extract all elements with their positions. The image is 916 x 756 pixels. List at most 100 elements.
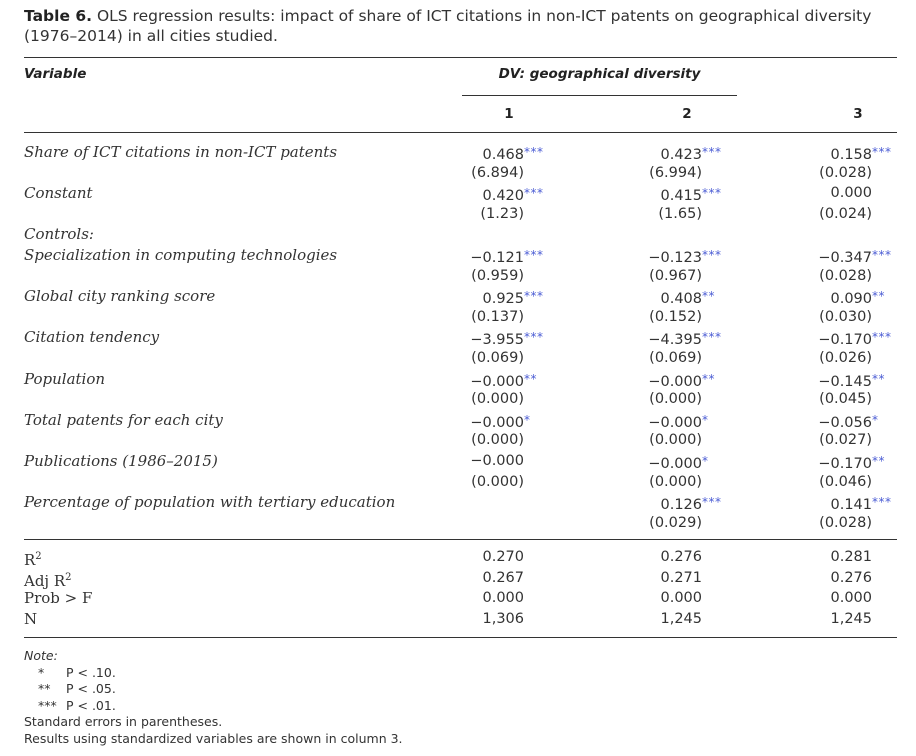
standard-error-cell: (0.000) [471, 391, 524, 408]
significance-text: P < .01. [66, 697, 116, 713]
standard-error-cell: (1.65) [658, 205, 702, 222]
standard-error-cell: (0.028) [819, 267, 872, 284]
row-label: Specialization in computing technologies [24, 246, 338, 264]
standard-error-cell: (0.000) [471, 473, 524, 490]
coefficient-cell: −0.123*** [648, 245, 728, 268]
stat-label-text: Adj R [24, 571, 66, 590]
standard-error-cell: (0.069) [649, 350, 702, 366]
significance-stars: *** [872, 248, 892, 262]
stat-label: Adj R2 [24, 568, 72, 591]
stat-label-text: Prob > F [24, 589, 93, 608]
stat-label-text: N [24, 609, 38, 628]
coefficient-value: −0.000 [648, 456, 702, 472]
significance-stars: *** [702, 145, 722, 159]
significance-stars: *** [524, 248, 544, 262]
row-label: Percentage of population with tertiary e… [24, 493, 396, 512]
standard-error-cell: (0.000) [649, 473, 702, 490]
standard-error-cell: (6.894) [471, 164, 524, 181]
row-label: Total patents for each city [24, 410, 223, 429]
coefficient-value: 0.415 [660, 188, 702, 205]
significance-stars: *** [872, 495, 892, 510]
coefficient-value: −0.056 [818, 414, 872, 431]
coefficient-value: −3.955 [470, 332, 524, 349]
coefficient-cell: −0.000* [648, 410, 728, 433]
standard-error-cell: (0.967) [649, 267, 702, 284]
stat-value-cell: 0.271 [660, 569, 702, 586]
stat-value-cell: 0.276 [830, 569, 872, 586]
standard-error-cell: (0.000) [649, 432, 702, 449]
significance-stars: *** [524, 186, 544, 201]
significance-stars: * [524, 412, 531, 427]
stat-value-cell: 0.000 [660, 590, 702, 607]
note-title: Note: [24, 648, 58, 663]
stat-value-cell: 0.000 [830, 590, 872, 607]
coefficient-cell: 0.420*** [482, 183, 550, 206]
coefficient-cell: −0.121*** [470, 245, 550, 268]
standard-error-cell: (0.028) [819, 514, 872, 531]
coefficient-cell: −3.955*** [470, 327, 550, 350]
coefficient-value: 0.423 [660, 147, 702, 163]
significance-stars: ** [702, 371, 715, 386]
coefficient-cell: −0.000** [648, 369, 728, 392]
coefficient-value: 0.000 [830, 185, 872, 202]
stat-label-superscript: 2 [35, 551, 42, 562]
standard-error-cell: (0.026) [819, 350, 872, 366]
coefficient-value: 0.468 [482, 147, 524, 163]
significance-note: * P < .10. [24, 665, 403, 682]
significance-stars: *** [524, 330, 544, 345]
header-rule [24, 132, 897, 133]
table-notes: Note: * P < .10. ** P < .05. *** P < .01. Sta… [24, 648, 403, 747]
significance-stars: *** [524, 289, 544, 304]
coefficient-value: 0.408 [660, 291, 702, 308]
significance-stars: * [702, 454, 709, 468]
stats-rule [24, 539, 897, 540]
coefficient-value: −0.170 [818, 456, 872, 472]
stat-value-cell: 0.270 [482, 549, 524, 565]
stat-value-cell: 0.000 [482, 590, 524, 607]
significance-stars: * [872, 412, 879, 427]
row-label: Population [24, 369, 106, 388]
standard-error-cell: (0.030) [819, 308, 872, 325]
column-header-2: 2 [682, 106, 692, 122]
row-label: Global city ranking score [24, 287, 216, 306]
bottom-rule [24, 637, 897, 638]
coefficient-cell: −0.170*** [818, 327, 898, 350]
significance-symbol: ** [38, 681, 51, 696]
stat-value-cell: 1,245 [830, 610, 872, 627]
row-label: Controls: [24, 225, 94, 244]
coefficient-value: −0.000 [470, 414, 524, 431]
coefficient-value: 0.158 [830, 147, 872, 163]
coefficient-cell: 0.925*** [482, 286, 550, 309]
coefficient-cell: 0.408** [660, 286, 728, 309]
caption-label: Table 6. [24, 7, 93, 25]
coefficient-cell: −0.056* [818, 410, 898, 433]
coefficient-cell: −0.000** [470, 369, 550, 392]
coefficient-cell: −0.347*** [818, 245, 898, 268]
standard-error-cell: (0.069) [471, 350, 524, 366]
stat-label: R2 [24, 547, 42, 570]
significance-stars: *** [524, 145, 544, 159]
standard-error-cell: (0.046) [819, 473, 872, 490]
note-line: Standard errors in parentheses. [24, 714, 223, 729]
column-header-1: 1 [504, 106, 514, 122]
standard-error-cell: (0.000) [471, 432, 524, 449]
caption-text: OLS regression results: impact of share … [24, 7, 872, 45]
significance-note: *** P < .01. [24, 698, 403, 715]
significance-stars: *** [872, 145, 892, 159]
stat-label: N [24, 609, 37, 629]
significance-stars: * [702, 412, 709, 427]
standard-error-cell: (1.23) [480, 205, 524, 222]
coefficient-cell: 0.000 [830, 183, 898, 203]
significance-stars: *** [872, 330, 892, 345]
stat-label-superscript: 2 [65, 571, 72, 583]
dv-header: DV: geographical diversity [498, 66, 701, 82]
coefficient-value: −0.000 [648, 373, 702, 390]
standard-error-cell: (0.028) [819, 164, 872, 181]
significance-stars: ** [524, 371, 537, 386]
coefficient-value: −0.000 [470, 373, 524, 390]
standard-error-cell: (0.045) [819, 391, 872, 408]
coefficient-cell: 0.141*** [830, 492, 898, 515]
row-label: Citation tendency [24, 328, 160, 347]
significance-stars: ** [702, 289, 715, 304]
stat-value-cell: 0.276 [660, 549, 702, 565]
